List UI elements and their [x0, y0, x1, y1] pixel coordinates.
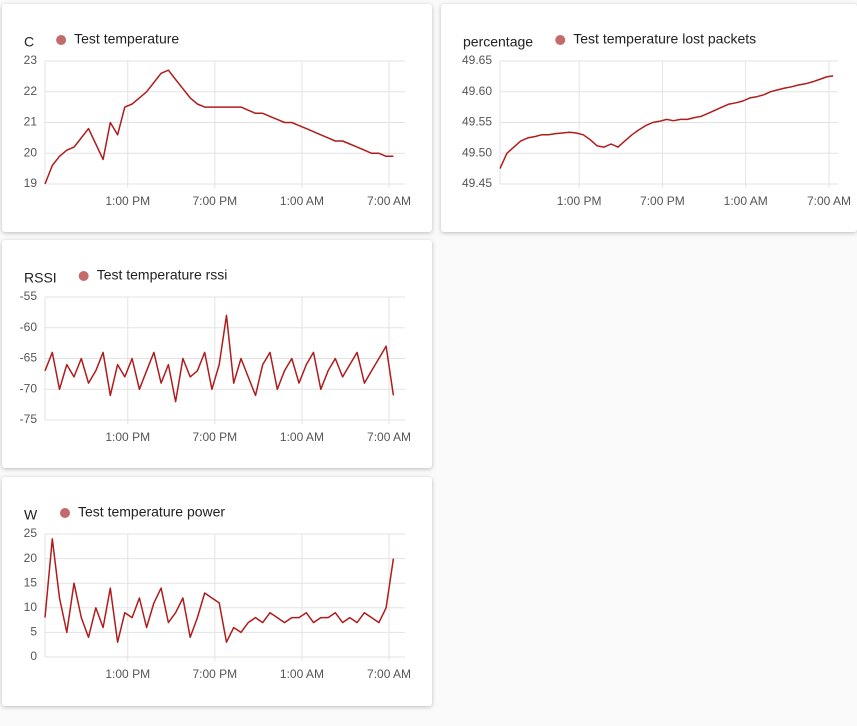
legend-label[interactable]: Test temperature power — [78, 504, 225, 520]
y-tick-label: 19 — [24, 176, 38, 190]
y-tick-label: 25 — [24, 526, 38, 540]
y-tick-label: -65 — [20, 351, 38, 365]
y-tick-label: 49.45 — [462, 176, 492, 190]
data-line — [44, 538, 395, 643]
x-tick-label: 1:00 PM — [105, 194, 150, 208]
y-tick-label: 15 — [24, 575, 38, 589]
legend-dot — [78, 271, 89, 281]
y-tick-label: 49.50 — [462, 145, 492, 159]
legend-dot — [56, 35, 67, 45]
y-tick-label: 22 — [24, 84, 38, 98]
legend-dot — [555, 35, 566, 45]
y-axis-label: W — [24, 507, 38, 523]
y-tick-label: 5 — [30, 625, 37, 639]
x-tick-label: 7:00 AM — [367, 194, 411, 208]
x-tick-label: 1:00 PM — [105, 667, 150, 681]
y-axis-label: RSSI — [24, 270, 57, 286]
legend-label[interactable]: Test temperature — [74, 31, 179, 47]
data-line — [44, 314, 395, 403]
legend-dot — [60, 508, 70, 518]
legend-label[interactable]: Test temperature rssi — [97, 267, 228, 283]
y-tick-label: -55 — [20, 289, 38, 303]
y-tick-label: 49.55 — [462, 115, 492, 129]
x-tick-label: 1:00 PM — [105, 430, 150, 444]
y-tick-label: 21 — [24, 115, 38, 129]
y-axis-label: C — [24, 34, 34, 50]
x-tick-label: 1:00 AM — [280, 194, 324, 208]
y-axis-label: percentage — [463, 34, 533, 50]
y-tick-label: -60 — [20, 320, 38, 334]
y-tick-label: 20 — [24, 145, 38, 159]
x-tick-label: 7:00 AM — [367, 667, 411, 681]
y-tick-label: 10 — [24, 600, 38, 614]
x-tick-label: 7:00 PM — [192, 430, 237, 444]
y-tick-label: 20 — [24, 551, 38, 565]
x-tick-label: 1:00 AM — [724, 194, 768, 208]
x-tick-label: 1:00 AM — [280, 667, 324, 681]
y-tick-label: 49.65 — [462, 53, 492, 67]
y-tick-label: -75 — [20, 412, 38, 426]
y-tick-label: 0 — [30, 649, 37, 663]
y-tick-label: 49.60 — [462, 84, 492, 98]
y-tick-label: -70 — [20, 381, 38, 395]
x-tick-label: 1:00 AM — [280, 430, 324, 444]
x-tick-label: 1:00 PM — [557, 194, 602, 208]
x-tick-label: 7:00 AM — [807, 194, 851, 208]
legend-label[interactable]: Test temperature lost packets — [573, 31, 756, 47]
x-tick-label: 7:00 PM — [640, 194, 685, 208]
data-line — [44, 69, 394, 185]
x-tick-label: 7:00 PM — [192, 194, 237, 208]
y-tick-label: 23 — [24, 53, 38, 67]
x-tick-label: 7:00 AM — [367, 430, 411, 444]
data-line — [499, 75, 834, 169]
x-tick-label: 7:00 PM — [192, 667, 237, 681]
